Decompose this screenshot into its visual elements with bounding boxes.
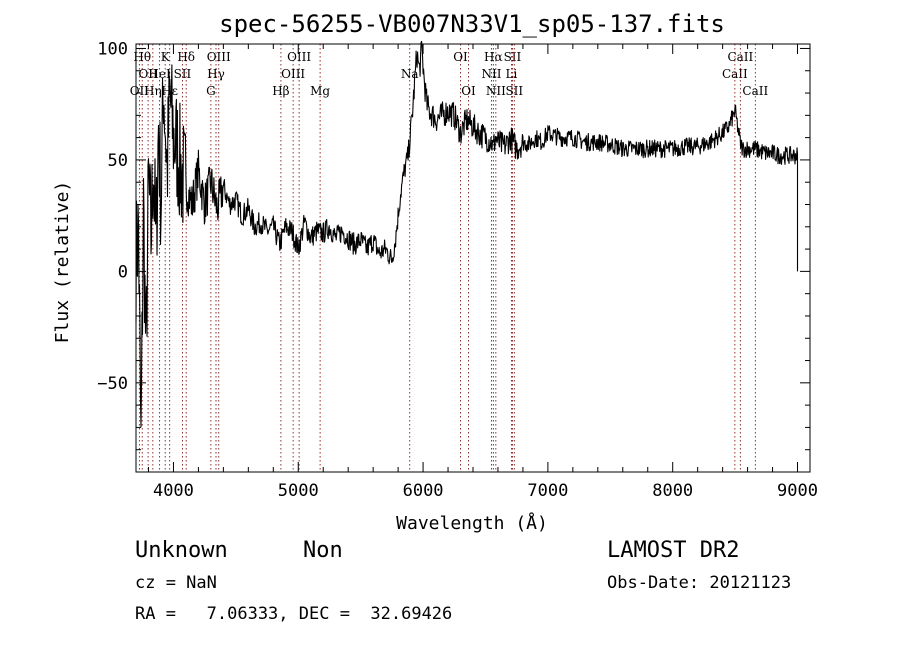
line-label: Hδ bbox=[177, 50, 195, 64]
line-label: OIII bbox=[281, 67, 305, 81]
line-label: CaII bbox=[742, 84, 768, 98]
y-tick-label: 50 bbox=[108, 151, 128, 171]
line-label: OII bbox=[130, 84, 150, 98]
y-axis-title: Flux (relative) bbox=[52, 181, 73, 344]
line-label: OI bbox=[453, 50, 468, 64]
object-subclass: Non bbox=[303, 538, 343, 563]
observation-date: Obs-Date: 20121123 bbox=[607, 573, 792, 593]
line-label: Hη bbox=[144, 84, 162, 98]
line-label: CaII bbox=[722, 67, 748, 81]
line-label: K bbox=[161, 50, 171, 64]
x-axis-title: Wavelength (Å) bbox=[396, 512, 548, 534]
x-tick-label: 8000 bbox=[652, 481, 693, 501]
line-label: SII bbox=[174, 67, 192, 81]
line-label: NII bbox=[486, 84, 506, 98]
line-label: Hα bbox=[484, 50, 503, 64]
spectrum-layer bbox=[135, 40, 799, 428]
line-label: SII bbox=[505, 84, 523, 98]
line-label: SII bbox=[504, 50, 522, 64]
line-label: Hγ bbox=[207, 67, 225, 81]
x-tick-label: 7000 bbox=[527, 481, 568, 501]
line-label: Hθ bbox=[133, 50, 151, 64]
chart-title: spec-56255-VB007N33V1_sp05-137.fits bbox=[219, 10, 725, 38]
line-label: OIII bbox=[287, 50, 311, 64]
x-tick-label: 9000 bbox=[777, 481, 818, 501]
line-label: Li bbox=[506, 67, 518, 81]
line-label: Hβ bbox=[272, 84, 289, 98]
object-class: Unknown bbox=[135, 538, 228, 563]
spectrum-line bbox=[135, 40, 799, 428]
x-tick-label: 6000 bbox=[403, 481, 444, 501]
line-label: CaII bbox=[727, 50, 753, 64]
coordinates-ra-dec: RA = 7.06333, DEC = 32.69426 bbox=[135, 604, 453, 624]
y-tick-label: −50 bbox=[97, 374, 128, 394]
y-tick-label: 100 bbox=[97, 39, 128, 59]
survey-label: LAMOST DR2 bbox=[607, 538, 740, 563]
line-label: OI bbox=[461, 84, 476, 98]
y-tick-label: 0 bbox=[118, 262, 128, 282]
x-tick-label: 5000 bbox=[278, 481, 319, 501]
line-label: G bbox=[206, 84, 216, 98]
line-label: NII bbox=[481, 67, 501, 81]
redshift-cz: cz = NaN bbox=[135, 573, 217, 593]
x-tick-label: 4000 bbox=[153, 481, 194, 501]
line-label: HeI bbox=[148, 67, 171, 81]
plot-frame bbox=[135, 43, 811, 473]
line-marker-layer: HθOIIOIIHηHeIKHεSIIHδGHγOIIIHβOIIIOIIIMg… bbox=[130, 44, 768, 472]
line-label: OIII bbox=[207, 50, 231, 64]
axis-layer: 4000 5000 6000 7000 8000 9000 −50 0 50 100 bbox=[97, 39, 818, 501]
line-label: Mg bbox=[310, 84, 330, 98]
